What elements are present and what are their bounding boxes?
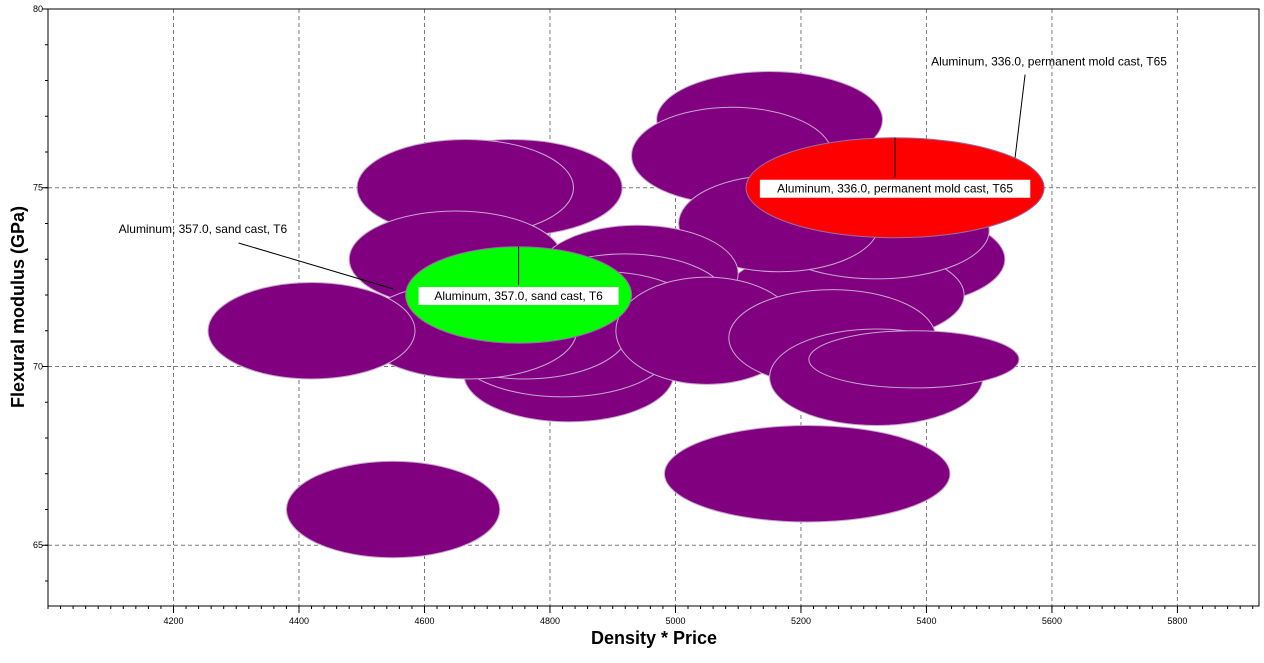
x-axis-title: Density * Price xyxy=(591,628,717,648)
material-bubble xyxy=(663,424,951,523)
x-tick-label: 4400 xyxy=(289,616,309,626)
material-bubble xyxy=(285,460,501,559)
material-bubble xyxy=(207,281,416,380)
label-box xyxy=(418,286,619,305)
y-tick-label: 70 xyxy=(33,361,43,371)
x-tick-label: 5000 xyxy=(665,616,685,626)
callout-label: Aluminum, 357.0, sand cast, T6 xyxy=(119,222,288,236)
callout-label: Aluminum, 336.0, permanent mold cast, T6… xyxy=(931,55,1167,69)
x-tick-label: 5800 xyxy=(1167,616,1187,626)
bubble-label: Aluminum, 336.0, permanent mold cast, T6… xyxy=(777,182,1013,196)
x-tick-label: 4600 xyxy=(414,616,434,626)
x-tick-label: 4800 xyxy=(540,616,560,626)
callout-line xyxy=(238,242,394,290)
x-tick-label: 5200 xyxy=(791,616,811,626)
bubbles xyxy=(207,71,1045,559)
x-tick-label: 5600 xyxy=(1042,616,1062,626)
y-tick-label: 75 xyxy=(33,183,43,193)
material-bubble xyxy=(808,330,1020,389)
x-tick-label: 5400 xyxy=(916,616,936,626)
plot-frame xyxy=(47,8,1260,607)
callout-line xyxy=(1014,74,1026,158)
label-box xyxy=(759,179,1031,198)
bubble-label: Aluminum, 357.0, sand cast, T6 xyxy=(434,289,603,303)
annotations: Aluminum, 357.0, sand cast, T6 Aluminum, … xyxy=(119,55,1167,305)
y-axis-title: Flexural modulus (GPa) xyxy=(8,206,28,408)
y-tick-label: 80 xyxy=(33,4,43,14)
x-tick-label: 4200 xyxy=(163,616,183,626)
y-tick-label: 65 xyxy=(33,540,43,550)
